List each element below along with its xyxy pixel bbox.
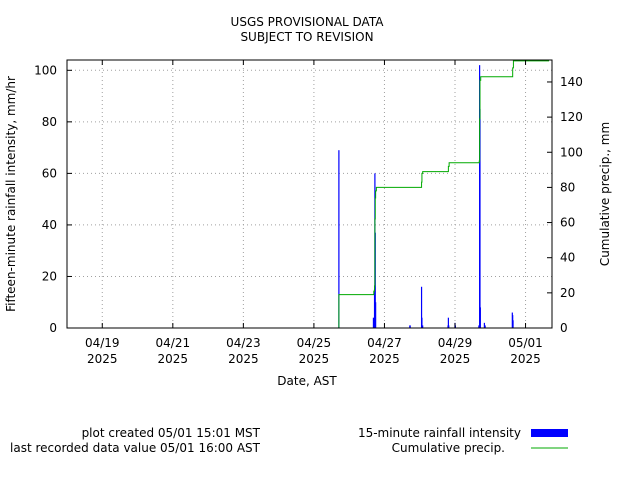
- y-right-tick-label: 20: [560, 286, 575, 300]
- grid-lines: [67, 60, 552, 328]
- intensity-bar: [372, 317, 375, 328]
- last-recorded-note: last recorded data value 05/01 16:00 AST: [10, 441, 261, 455]
- intensity-bar: [478, 325, 480, 328]
- legend-swatch-intensity: [531, 429, 568, 437]
- x-tick-label-year: 2025: [228, 352, 259, 366]
- y-right-tick-label: 0: [560, 321, 568, 335]
- y-axis-right-label: Cumulative precip., mm: [598, 122, 612, 266]
- intensity-bar: [479, 307, 481, 328]
- y-left-tick-label: 60: [42, 166, 57, 180]
- intensity-bar: [447, 317, 449, 328]
- x-tick-label-date: 04/27: [367, 336, 402, 350]
- intensity-bar: [421, 317, 423, 328]
- x-axis-label: Date, AST: [277, 374, 337, 388]
- y-left-tick-label: 0: [49, 321, 57, 335]
- legend-label-intensity: 15-minute rainfall intensity: [358, 426, 521, 440]
- intensity-bar: [484, 325, 486, 328]
- y-left-tick-label: 40: [42, 218, 57, 232]
- cumulative-line-layer: [67, 60, 550, 329]
- y-right-tick-label: 60: [560, 216, 575, 230]
- intensity-bars: [338, 65, 514, 329]
- x-tick-label-date: 04/25: [297, 336, 332, 350]
- intensity-bar: [479, 108, 481, 328]
- intensity-bar: [512, 320, 514, 328]
- y-left-tick-label: 80: [42, 115, 57, 129]
- intensity-bar: [483, 322, 485, 328]
- legend-label-cumulative: Cumulative precip.: [392, 441, 505, 455]
- x-tick-label-year: 2025: [158, 352, 189, 366]
- plot-frame: [66, 59, 553, 329]
- intensity-bar: [420, 286, 423, 328]
- y-left-tick-label: 100: [34, 63, 57, 77]
- y-axis-left-label: Fifteen-minute rainfall intensity, mm/hr: [4, 76, 18, 312]
- y-right-tick-label: 40: [560, 251, 575, 265]
- y-right-tick-label: 100: [560, 145, 583, 159]
- y-right-tick-label: 120: [560, 110, 583, 124]
- x-tick-label-year: 2025: [510, 352, 541, 366]
- intensity-bar: [409, 325, 411, 328]
- cumulative-precip-line: [67, 60, 550, 329]
- x-tick-label-date: 04/19: [85, 336, 120, 350]
- x-tick-label-date: 04/21: [156, 336, 191, 350]
- x-tick-label-date: 04/23: [226, 336, 261, 350]
- y-right-tick-label: 80: [560, 180, 575, 194]
- y-right-tick-label: 140: [560, 75, 583, 89]
- x-tick-label-date: 04/29: [438, 336, 473, 350]
- legend: 15-minute rainfall intensity Cumulative …: [358, 426, 568, 455]
- x-tick-label-year: 2025: [299, 352, 330, 366]
- intensity-bar: [448, 325, 450, 328]
- chart-title-line-2: SUBJECT TO REVISION: [240, 30, 373, 44]
- intensity-bar: [422, 325, 424, 328]
- x-tick-label-year: 2025: [87, 352, 118, 366]
- plot-created-note: plot created 05/01 15:01 MST: [82, 426, 261, 440]
- chart-title-line-1: USGS PROVISIONAL DATA: [231, 15, 385, 29]
- x-tick-label-date: 05/01: [508, 336, 543, 350]
- axis-ticks: 04/19 2025 04/21 2025 04/23 2025 04/25 2025 04/2…: [34, 60, 583, 366]
- intensity-bar: [375, 302, 377, 328]
- x-tick-label-year: 2025: [369, 352, 400, 366]
- x-tick-label-year: 2025: [440, 352, 471, 366]
- y-left-tick-label: 20: [42, 269, 57, 283]
- intensity-bar: [338, 150, 340, 328]
